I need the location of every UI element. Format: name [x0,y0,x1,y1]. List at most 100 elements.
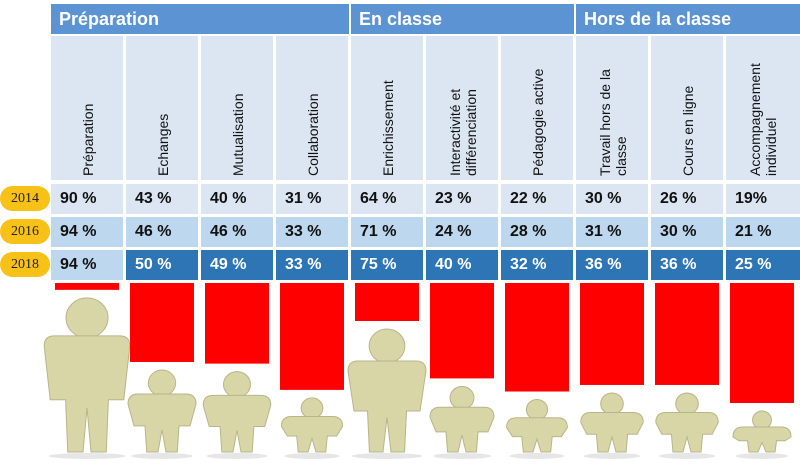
column-header-label: Enrichissement [380,80,396,176]
person-shadow [48,453,126,459]
red-bar [130,283,194,362]
group-header-en-classe: En classe [351,4,574,34]
column-header-label: Cours en ligne [680,85,696,176]
table-cell: 43 % [126,184,200,214]
table-cell: 31 % [576,217,650,247]
column-header: Echanges [126,36,200,180]
person-icon-body [347,360,427,453]
table-cell: 19% [726,184,800,214]
person-shadow [509,453,565,459]
column-header: Travail hors de la classe [576,36,650,180]
column-separator [723,36,726,280]
column-header: Accompagnement individuel [726,36,800,180]
column-separator [648,36,651,280]
table-cell: 46 % [201,217,275,247]
column-header: Pédagogie active [501,36,575,180]
red-bar [355,283,419,321]
table-cell: 22 % [501,184,575,214]
table-cell: 40 % [426,250,500,280]
table-cell: 23 % [426,184,500,214]
column-separator [273,36,276,280]
column-separator [198,36,201,280]
red-bar [580,283,644,385]
table-cell: 90 % [51,184,125,214]
column-separator [498,36,501,280]
person-shadow [433,453,491,459]
red-bar [280,283,344,390]
table-cell: 94 % [51,217,125,247]
column-header-label: Préparation [80,103,96,176]
table-cell: 33 % [276,217,350,247]
column-separator [123,36,126,280]
column-header-label: Pédagogie active [530,68,546,176]
table-cell: 94 % [51,250,125,280]
person-shadow [735,453,789,459]
red-bar [505,283,569,392]
table-cell: 36 % [576,250,650,280]
person-icon-head [147,369,177,397]
table-cell: 71 % [351,217,425,247]
person-icon-body [202,394,272,453]
table-cell: 31 % [276,184,350,214]
column-header: Enrichissement [351,36,425,180]
person-icon-head [300,397,324,419]
person-icon-body [43,335,131,453]
red-bar [655,283,719,385]
column-header-label: Interactivité et différenciation [447,88,479,176]
group-header-hors-classe: Hors de la classe [576,4,800,34]
table-cell: 49 % [201,250,275,280]
table-cell: 25 % [726,250,800,280]
column-header: Cours en ligne [651,36,725,180]
table-cell: 33 % [276,250,350,280]
table-cell: 40 % [201,184,275,214]
red-bar [430,283,494,379]
column-header-label: Echanges [155,113,171,176]
column-header-label: Travail hors de la classe [597,69,629,176]
column-header-label: Collaboration [305,93,321,177]
person-shadow [206,453,268,459]
person-shadow [351,453,423,459]
table-cell: 75 % [351,250,425,280]
red-bar [205,283,269,364]
column-header-label: Accompagnement individuel [747,63,779,176]
person-shadow [284,453,340,459]
person-shadow [131,453,193,459]
column-header-label: Mutualisation [230,93,246,177]
table-cell: 24 % [426,217,500,247]
column-header: Collaboration [276,36,350,180]
group-header-preparation: Préparation [51,4,349,34]
table-cell: 30 % [576,184,650,214]
person-icon-head [600,392,624,415]
table-cell: 32 % [501,250,575,280]
table-cell: 46 % [126,217,200,247]
person-shadow [658,453,716,459]
person-icon-head [368,328,406,364]
person-icon-head [752,410,772,430]
year-label: 2016 [0,219,50,244]
person-icon-head [223,371,251,398]
person-icon-head [525,399,549,421]
table-cell: 64 % [351,184,425,214]
person-icon-body [655,411,719,453]
red-bar [730,283,794,403]
table-cell: 50 % [126,250,200,280]
year-label: 2014 [0,186,50,211]
column-header: Préparation [51,36,125,180]
person-icon-body [127,393,197,453]
table-cell: 21 % [726,217,800,247]
table-cell: 26 % [651,184,725,214]
column-separator [573,36,576,280]
column-separator [423,36,426,280]
column-separator [348,36,351,280]
person-shadow [583,453,641,459]
year-label: 2018 [0,252,50,277]
table-cell: 36 % [651,250,725,280]
table-cell: 30 % [651,217,725,247]
column-header: Interactivité et différenciation [426,36,500,180]
person-icon-head [675,392,699,415]
column-header: Mutualisation [201,36,275,180]
person-icon-body [580,411,644,453]
person-icon-body [506,417,568,453]
person-icon-body [280,415,344,453]
